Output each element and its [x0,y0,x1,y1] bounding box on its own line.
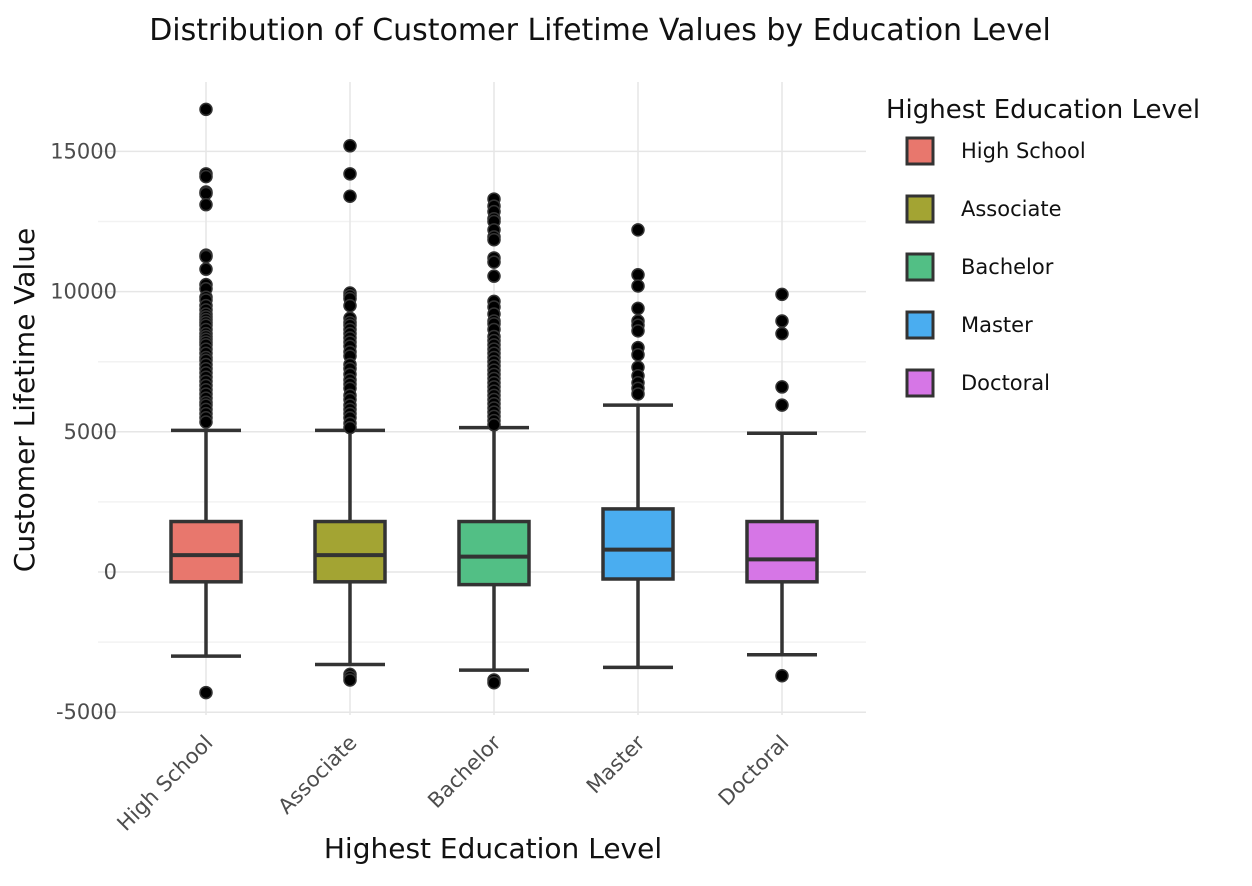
outlier-point [199,102,213,117]
outlier-point [343,167,357,181]
outlier-point [631,268,645,282]
legend-swatch [905,194,935,224]
box-layer [169,102,819,700]
iqr-box [601,507,675,581]
outlier-point [487,676,501,690]
legend-swatch [905,252,935,282]
x-axis-title: Highest Education Level [324,832,662,865]
box-associate [313,139,387,687]
outlier-point [199,415,213,429]
outlier-point [631,347,645,362]
legend-label: Master [961,313,1033,337]
outlier-point [775,398,789,412]
chart-title: Distribution of Customer Lifetime Values… [149,13,1051,48]
outlier-point [343,673,357,687]
iqr-box [169,519,243,584]
x-tick-label: Bachelor [423,730,506,813]
outlier-point [343,139,357,153]
outlier-point [775,380,789,394]
legend-label: Bachelor [961,255,1054,279]
iqr-box [745,519,819,584]
grid-layer [98,82,866,715]
legend: Highest Education Level High School Assoc… [886,95,1200,398]
outlier-point [775,314,789,328]
iqr-box [457,519,531,587]
box-high-school [169,102,243,700]
outlier-point [631,223,645,237]
y-tick-label: 10000 [50,280,117,304]
y-axis-title: Customer Lifetime Value [8,228,41,572]
x-tick-label: Doctoral [714,731,794,811]
outlier-point [775,668,789,683]
box-master [601,223,675,670]
y-axis: -5000 0 5000 10000 15000 [50,139,117,724]
outlier-point [199,685,213,700]
legend-label: High School [961,139,1086,163]
outlier-point [631,387,645,401]
box-doctoral [745,287,819,683]
outlier-point [343,189,357,204]
outlier-point [199,169,213,184]
outlier-point [631,279,645,293]
outlier-point [199,249,213,264]
y-tick-label: -5000 [56,700,117,724]
legend-label: Associate [961,197,1062,221]
outlier-point [487,269,501,283]
outlier-point [487,418,501,432]
outlier-point [343,298,357,313]
iqr-box [313,519,387,584]
box-bachelor [457,192,531,690]
outlier-point [487,255,501,269]
outlier-point [487,232,501,247]
legend-swatch [905,310,935,340]
x-tick-label: Associate [274,731,362,819]
y-tick-label: 15000 [50,139,117,163]
x-tick-label: High School [112,731,217,836]
legend-swatch [905,368,935,398]
outlier-point [343,420,357,435]
y-tick-label: 5000 [64,420,117,444]
outlier-point [775,287,789,302]
outlier-point [631,301,645,316]
x-tick-label: Master [582,730,650,798]
outlier-point [199,197,213,212]
outlier-point [199,186,213,201]
outlier-point [199,262,213,276]
y-tick-label: 0 [104,560,117,584]
legend-swatch [905,136,935,166]
x-axis: High School Associate Bachelor Master Doctor… [112,730,793,835]
outlier-point [631,324,645,338]
legend-title: Highest Education Level [886,95,1200,125]
outlier-point [775,326,789,341]
legend-label: Doctoral [961,371,1050,395]
